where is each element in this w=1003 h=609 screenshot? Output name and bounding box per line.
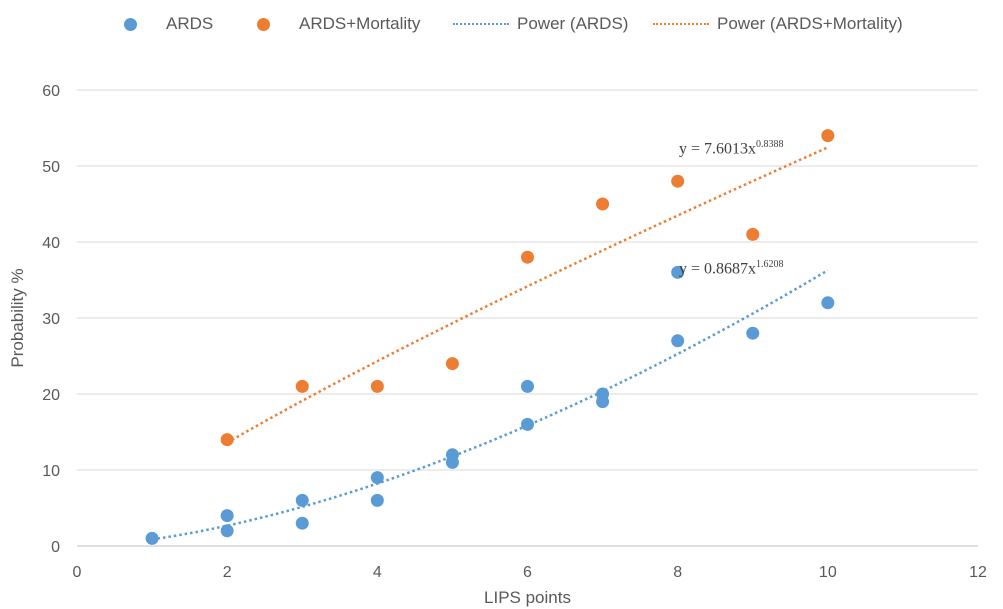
x-tick-label: 12: [969, 564, 987, 581]
data-point-ards: [145, 531, 159, 545]
legend-marker-ards-mortality: [257, 17, 270, 31]
legend-label-ards-mortality: ARDS+Mortality: [299, 14, 421, 33]
legend-item-ards-mortality: ARDS+Mortality: [257, 10, 420, 38]
equation-ards-mortality-exponent: 0.8388: [756, 139, 784, 150]
legend: ARDS ARDS+Mortality Power (ARDS) Power (…: [0, 10, 1003, 38]
equation-ards-base: y = 0.8687x: [679, 260, 757, 278]
legend-marker-ards: [124, 17, 137, 31]
data-point-ards: [746, 326, 760, 340]
data-point-ards-mortality: [295, 379, 309, 393]
data-point-ards-mortality: [370, 379, 384, 393]
x-tick-label: 2: [223, 564, 232, 581]
x-axis-title: LIPS points: [484, 588, 571, 607]
equation-ards-mortality: y = 7.6013x0.8388: [679, 139, 784, 158]
data-point-ards-mortality: [596, 197, 610, 211]
trendline-ards: [151, 269, 829, 541]
y-tick-label: 20: [42, 387, 60, 404]
data-point-ards: [295, 493, 309, 507]
equation-ards-mortality-base: y = 7.6013x: [679, 140, 757, 158]
trendline-ards-mortality: [226, 146, 829, 444]
y-axis-title: Probability %: [8, 268, 27, 367]
legend-item-ards: ARDS: [124, 10, 213, 38]
legend-label-power-ards-mortality: Power (ARDS+Mortality): [717, 14, 903, 33]
y-tick-label: 60: [42, 83, 60, 100]
data-point-ards-mortality: [746, 227, 760, 241]
data-point-ards: [521, 417, 534, 431]
y-tick-label: 10: [42, 463, 60, 480]
x-tick-label: 10: [819, 564, 837, 581]
data-point-ards: [671, 334, 685, 348]
data-point-ards: [370, 471, 384, 485]
legend-label-ards: ARDS: [166, 14, 214, 33]
legend-item-power-ards: Power (ARDS): [453, 10, 628, 38]
data-point-ards: [220, 524, 234, 538]
data-point-ards: [220, 509, 234, 523]
data-point-ards: [445, 455, 459, 469]
y-tick-label: 40: [42, 235, 60, 252]
equation-ards-exponent: 1.6208: [756, 259, 784, 270]
legend-label-power-ards: Power (ARDS): [517, 14, 629, 33]
legend-item-power-ards-mortality: Power (ARDS+Mortality): [653, 10, 903, 38]
x-tick-label: 6: [523, 564, 532, 581]
y-tick-label: 0: [51, 539, 60, 556]
data-point-ards-mortality: [671, 174, 685, 188]
data-point-ards: [821, 296, 835, 310]
legend-marker-power-ards: [453, 23, 509, 25]
equation-ards: y = 0.8687x1.6208: [679, 259, 784, 278]
data-point-ards-mortality: [445, 357, 459, 371]
data-point-ards: [596, 395, 610, 409]
x-tick-label: 0: [73, 564, 82, 581]
data-point-ards-mortality: [821, 129, 835, 143]
data-point-ards: [521, 379, 534, 393]
x-tick-label: 4: [373, 564, 382, 581]
y-tick-label: 50: [42, 159, 60, 176]
data-point-ards: [671, 265, 685, 279]
x-tick-label: 8: [673, 564, 682, 581]
data-point-ards: [295, 516, 309, 530]
data-point-ards-mortality: [220, 433, 234, 447]
y-tick-label: 30: [42, 311, 60, 328]
legend-marker-power-ards-mortality: [653, 23, 709, 25]
data-point-ards: [370, 493, 384, 507]
data-point-ards-mortality: [521, 250, 534, 264]
